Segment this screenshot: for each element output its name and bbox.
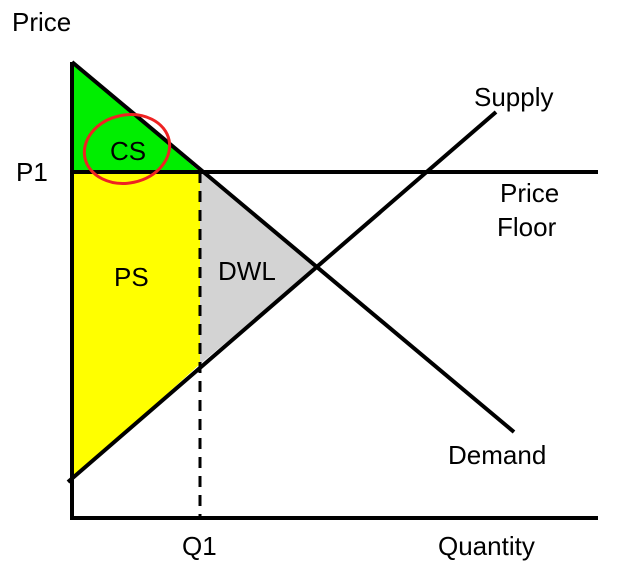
consumer-surplus-label: CS (110, 136, 146, 166)
x-axis-label: Quantity (438, 531, 535, 561)
supply-curve (66, 110, 498, 484)
y-axis-label: Price (12, 7, 71, 37)
deadweight-loss-label: DWL (218, 256, 276, 286)
producer-surplus-region (72, 172, 200, 480)
p1-label: P1 (16, 157, 48, 187)
supply-label: Supply (474, 82, 554, 112)
producer-surplus-label: PS (114, 262, 149, 292)
q1-label: Q1 (182, 531, 217, 561)
demand-curve (70, 60, 516, 434)
price-floor-label-line2: Floor (497, 212, 557, 242)
cs-annotation-circle (82, 113, 172, 185)
demand-label: Demand (448, 440, 546, 470)
deadweight-loss-region (200, 172, 316, 364)
price-floor-label-line1: Price (500, 178, 559, 208)
